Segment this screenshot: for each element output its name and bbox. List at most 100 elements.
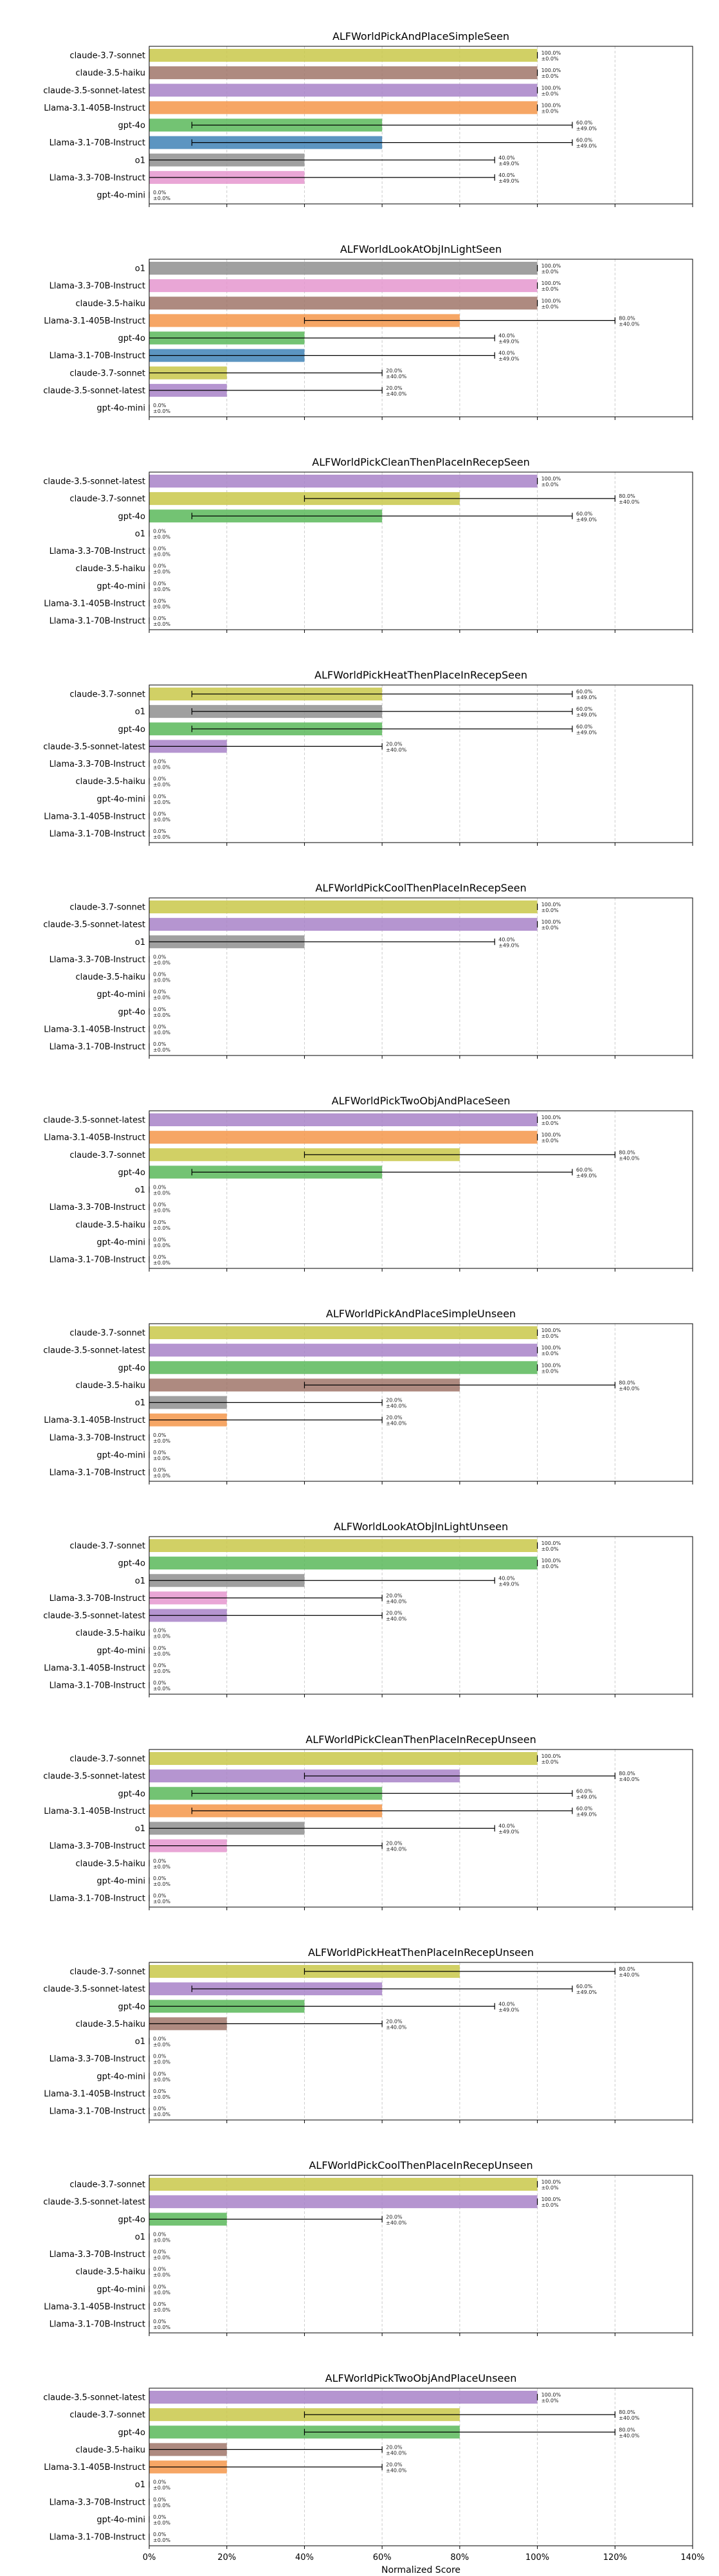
y-tick-label: o1 [135,2037,145,2047]
bar [149,66,538,80]
value-label: 20.0% [386,2462,403,2468]
error-label: ±0.0% [153,569,170,575]
error-label: ±0.0% [153,1047,170,1053]
y-tick-label: claude-3.5-haiku [76,564,145,574]
error-label: ±40.0% [619,2415,640,2421]
y-tick-label: o1 [135,1576,145,1586]
bar [149,84,538,97]
value-label: 100.0% [542,1132,561,1138]
error-label: ±0.0% [153,552,170,558]
error-label: ±0.0% [153,978,170,983]
error-label: ±0.0% [153,817,170,823]
bar [149,1752,538,1765]
error-label: ±0.0% [153,2042,170,2048]
value-label: 20.0% [386,2214,403,2220]
value-label: 100.0% [542,68,561,73]
chart-title: ALFWorldPickAndPlaceSimpleUnseen [326,1308,516,1320]
value-label: 0.0% [153,2249,167,2255]
error-label: ±40.0% [619,1155,640,1161]
value-label: 60.0% [576,511,593,516]
error-label: ±0.0% [542,1564,559,1569]
value-label: 0.0% [153,1450,167,1456]
axes-frame [149,1323,693,1482]
error-label: ±0.0% [153,1686,170,1692]
error-label: ±0.0% [153,995,170,1001]
error-label: ±0.0% [153,2237,170,2243]
value-label: 0.0% [153,2231,167,2237]
error-label: ±40.0% [619,321,640,327]
chart-title: ALFWorldPickCoolThenPlaceInRecepSeen [315,882,526,894]
y-tick-label: claude-3.5-sonnet-latest [43,2393,145,2403]
value-label: 0.0% [153,2532,167,2537]
axes-frame [149,897,693,1056]
value-label: 20.0% [386,2018,403,2024]
y-tick-label: gpt-4o-mini [96,794,145,804]
value-label: 100.0% [542,280,561,286]
error-label: ±0.0% [153,765,170,771]
y-tick-label: Llama-3.3-70B-Instruct [50,1433,145,1443]
error-label: ±0.0% [153,1456,170,1461]
value-label: 100.0% [542,1345,561,1351]
y-tick-label: Llama-3.1-70B-Instruct [50,2320,145,2330]
y-tick-label: claude-3.7-sonnet [69,51,145,61]
y-tick-label: claude-3.5-haiku [76,1220,145,1230]
x-tick-label: 140% [680,2553,704,2562]
x-tick-label: 20% [217,2553,236,2562]
y-tick-label: Llama-3.3-70B-Instruct [50,2498,145,2507]
value-label: 80.0% [619,1149,635,1155]
y-tick-label: gpt-4o-mini [96,1238,145,1247]
value-label: 100.0% [542,263,561,269]
chart-title: ALFWorldLookAtObjInLightSeen [340,243,502,255]
y-tick-label: claude-3.5-sonnet-latest [43,742,145,752]
error-label: ±0.0% [153,1208,170,1214]
value-label: 40.0% [498,1575,515,1581]
y-tick-label: Llama-3.1-405B-Instruct [44,1133,145,1143]
error-label: ±40.0% [386,1421,407,1427]
bar [149,101,538,114]
error-label: ±0.0% [153,2520,170,2526]
y-tick-label: claude-3.7-sonnet [69,2180,145,2190]
x-tick-label: 100% [525,2553,549,2562]
y-tick-label: Llama-3.1-405B-Instruct [44,1025,145,1034]
y-tick-label: Llama-3.1-405B-Instruct [44,104,145,113]
y-tick-label: Llama-3.1-405B-Instruct [44,2463,145,2472]
error-label: ±0.0% [542,286,559,292]
y-tick-label: claude-3.5-haiku [76,777,145,787]
y-tick-label: gpt-4o [118,1789,145,1799]
value-label: 0.0% [153,581,167,587]
error-label: ±0.0% [542,1759,559,1765]
y-tick-label: Llama-3.3-70B-Instruct [50,173,145,183]
bar [149,918,538,931]
value-label: 0.0% [153,1254,167,1260]
axes-frame [149,259,693,417]
error-label: ±40.0% [386,1598,407,1604]
y-tick-label: gpt-4o [118,512,145,522]
error-label: ±0.0% [153,834,170,840]
value-label: 60.0% [576,1788,593,1794]
y-tick-label: gpt-4o-mini [96,404,145,414]
chart-title: ALFWorldPickCleanThenPlaceInRecepSeen [312,456,529,468]
error-label: ±0.0% [153,2272,170,2278]
x-tick-label: 0% [143,2553,156,2562]
value-label: 0.0% [153,811,167,817]
error-label: ±0.0% [542,1546,559,1552]
error-label: ±0.0% [153,408,170,414]
y-tick-label: Llama-3.1-70B-Instruct [50,1468,145,1478]
value-label: 0.0% [153,616,167,621]
y-tick-label: claude-3.7-sonnet [69,1329,145,1338]
value-label: 60.0% [576,706,593,712]
axes-frame [149,1110,693,1269]
value-label: 0.0% [153,1024,167,1030]
error-label: ±49.0% [576,695,597,700]
value-label: 80.0% [619,1966,635,1972]
error-label: ±0.0% [542,91,559,96]
value-label: 0.0% [153,403,167,408]
error-label: ±40.0% [619,1385,640,1391]
value-label: 100.0% [542,1540,561,1546]
error-label: ±49.0% [576,1173,597,1178]
error-label: ±49.0% [498,942,520,948]
error-label: ±0.0% [542,1368,559,1374]
y-tick-label: Llama-3.1-405B-Instruct [44,1807,145,1816]
value-label: 60.0% [576,1805,593,1811]
